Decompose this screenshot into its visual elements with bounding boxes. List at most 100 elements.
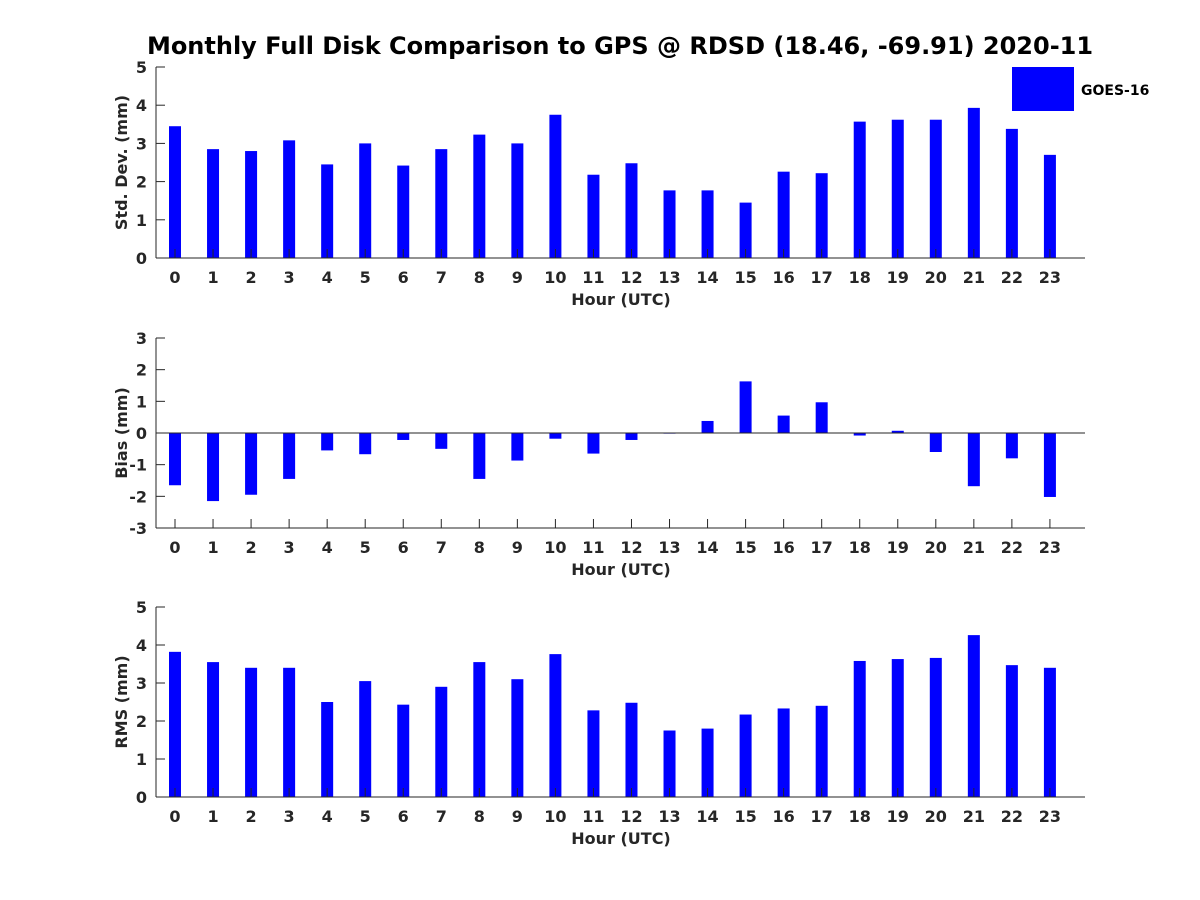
bar-hour-17: [815, 402, 828, 433]
bar-hour-5: [359, 433, 372, 455]
bar-hour-9: [511, 143, 524, 258]
y-tick-label: 1: [136, 750, 147, 769]
y-tick-label: -3: [129, 519, 147, 538]
y-tick-label: 1: [136, 392, 147, 411]
x-tick-label: 23: [1039, 268, 1061, 287]
x-tick-label: 2: [246, 538, 257, 557]
x-tick-label: 5: [360, 268, 371, 287]
bar-hour-8: [473, 134, 486, 258]
x-tick-label: 7: [436, 268, 447, 287]
bar-hour-12: [625, 702, 638, 797]
bar-hour-16: [777, 171, 790, 258]
y-tick-label: 2: [136, 361, 147, 380]
bar-hour-4: [321, 433, 334, 451]
bar-hour-0: [169, 433, 181, 486]
y-axis-label: Std. Dev. (mm): [112, 95, 131, 230]
bar-hour-14: [701, 728, 714, 797]
chart-title: Monthly Full Disk Comparison to GPS @ RD…: [147, 32, 1093, 60]
bar-hour-16: [777, 415, 790, 433]
x-tick-label: 9: [512, 538, 523, 557]
bar-hour-3: [283, 667, 296, 797]
x-tick-label: 8: [474, 807, 485, 826]
x-tick-label: 3: [284, 807, 295, 826]
x-tick-label: 21: [963, 807, 985, 826]
x-tick-label: 18: [849, 807, 871, 826]
y-tick-label: 5: [136, 58, 147, 77]
x-tick-label: 2: [246, 807, 257, 826]
x-tick-label: 6: [398, 538, 409, 557]
x-tick-label: 13: [658, 807, 680, 826]
bar-hour-18: [853, 433, 866, 436]
bar-hour-1: [207, 433, 220, 502]
x-tick-label: 1: [207, 538, 218, 557]
y-tick-label: 0: [136, 249, 147, 268]
bar-hour-12: [625, 433, 638, 440]
legend-swatch: [1012, 67, 1074, 111]
bar-hour-6: [397, 704, 410, 797]
x-tick-label: 20: [925, 807, 947, 826]
bar-hour-23: [1043, 433, 1056, 497]
x-tick-label: 1: [207, 807, 218, 826]
y-tick-label: 5: [136, 598, 147, 617]
x-tick-label: 6: [398, 268, 409, 287]
x-tick-label: 1: [207, 268, 218, 287]
x-tick-label: 12: [620, 268, 642, 287]
bar-hour-14: [701, 420, 714, 433]
bar-hour-21: [967, 635, 980, 797]
x-tick-label: 17: [811, 538, 833, 557]
x-tick-label: 18: [849, 538, 871, 557]
x-tick-label: 9: [512, 268, 523, 287]
x-tick-label: 5: [360, 538, 371, 557]
x-tick-label: 21: [963, 538, 985, 557]
bar-hour-7: [435, 149, 448, 258]
bar-hour-16: [777, 708, 790, 797]
x-tick-label: 14: [696, 807, 718, 826]
bar-hour-8: [473, 662, 486, 797]
y-tick-label: 2: [136, 173, 147, 192]
bar-hour-13: [663, 190, 676, 258]
bar-hour-20: [929, 657, 942, 797]
bar-hour-15: [739, 381, 752, 433]
bar-hour-4: [321, 702, 334, 797]
x-tick-label: 11: [582, 538, 604, 557]
x-tick-label: 15: [734, 538, 756, 557]
bar-hour-17: [815, 705, 828, 797]
bar-hour-22: [1005, 433, 1018, 459]
bar-hour-11: [587, 174, 600, 258]
bar-hour-19: [891, 430, 904, 433]
x-tick-label: 4: [322, 268, 333, 287]
bar-hour-21: [967, 107, 980, 259]
x-tick-label: 10: [544, 807, 566, 826]
bar-hour-21: [967, 433, 980, 487]
y-tick-label: 4: [136, 96, 147, 115]
x-tick-label: 11: [582, 268, 604, 287]
x-tick-label: 20: [925, 268, 947, 287]
x-tick-label: 8: [474, 268, 485, 287]
x-tick-label: 10: [544, 268, 566, 287]
bar-hour-6: [397, 165, 410, 258]
y-tick-label: 3: [136, 674, 147, 693]
bar-hour-10: [549, 654, 562, 797]
bar-hour-10: [549, 433, 562, 439]
x-tick-label: 13: [658, 268, 680, 287]
bar-hour-5: [359, 143, 372, 258]
bar-hour-22: [1005, 128, 1018, 258]
bar-hour-20: [929, 119, 942, 258]
x-tick-label: 0: [169, 807, 180, 826]
x-tick-label: 4: [322, 538, 333, 557]
bar-hour-4: [321, 164, 334, 258]
x-tick-label: 22: [1001, 268, 1023, 287]
bar-hour-22: [1005, 665, 1018, 797]
y-tick-label: 0: [136, 424, 147, 443]
x-tick-label: 15: [734, 807, 756, 826]
bar-hour-18: [853, 121, 866, 258]
x-tick-label: 19: [887, 538, 909, 557]
x-tick-label: 15: [734, 268, 756, 287]
x-tick-label: 12: [620, 538, 642, 557]
x-tick-label: 8: [474, 538, 485, 557]
x-tick-label: 4: [322, 807, 333, 826]
bar-hour-10: [549, 114, 562, 258]
x-tick-label: 0: [169, 268, 180, 287]
